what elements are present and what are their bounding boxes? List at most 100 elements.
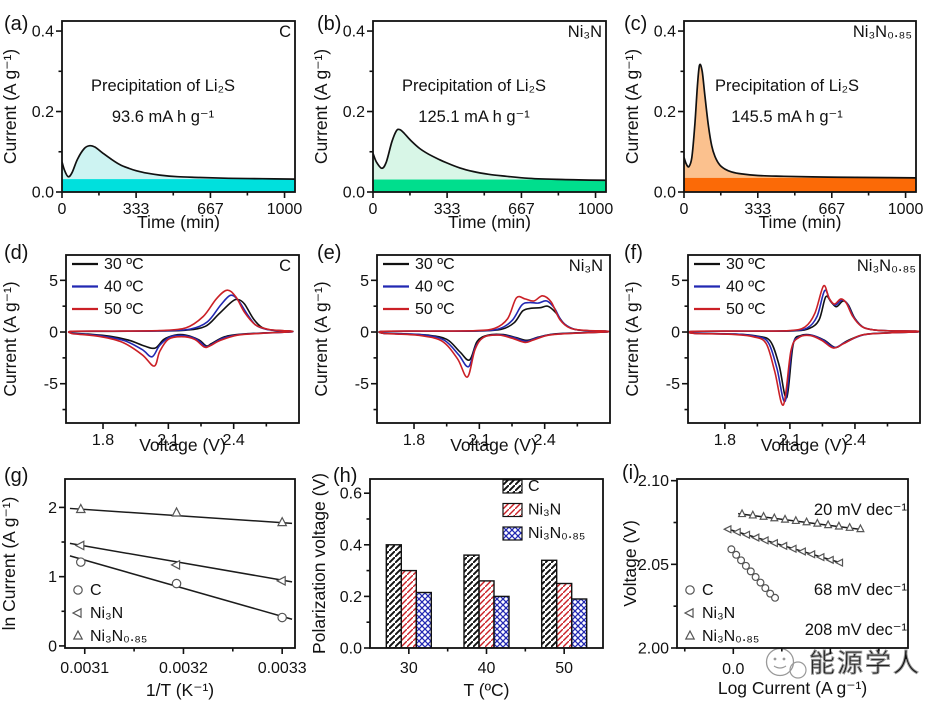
panel-letter-e: (e) [317,242,341,264]
panel-letter-a: (a) [4,13,28,35]
legend: 30 ºC 40 ºC 50 ºC [383,256,455,318]
y-tick-label: 0.4 [654,24,676,41]
tri-up-marker [276,516,288,527]
panel-f: 1.8 2.1 2.4 -5 0 5 Voltage (V) Current (A g⁻¹) (… [622,242,921,455]
y-tick-label: 0 [49,325,58,342]
y-axis-title: Current (A g⁻¹) [622,281,642,396]
tri-left-marker [732,527,741,537]
plot-frame [376,254,611,424]
y-tick-label: 5 [671,273,680,290]
x-tick-label: 0.0 [722,661,744,678]
x-tick-label: 0 [58,201,67,218]
plot-frame [676,478,909,649]
x-tick-label: 1000 [578,201,614,218]
tri-left-marker [797,547,806,556]
y-tick-label: 0.0 [343,185,365,202]
tri-left-marker [741,530,751,540]
y-axis-title: Current (A g⁻¹) [311,49,331,164]
y-tick-label: 0 [360,325,369,342]
legend-label: C [702,582,714,599]
x-axis-title: Voltage (V) [761,435,848,455]
annotation: 145.5 mA h g⁻¹ [731,108,843,126]
panel-letter-f: (f) [624,242,643,264]
y-tick-label: 0.4 [32,24,54,41]
annotation: Precipitation of Li₂S [91,77,235,95]
tri-up-marker [171,506,182,517]
tri-left-marker [170,559,181,571]
panel-e-series [378,295,610,378]
axis-ticks [56,30,286,198]
y-tick-label: 2.05 [638,557,669,574]
annotation: Precipitation of Li₂S [715,77,859,95]
panel-letter-c: (c) [624,13,647,35]
y-tick-label: -5 [44,376,58,393]
legend: 30 ºC 40 ºC 50 ºC [72,256,144,318]
legend: C Ni₃N Ni₃N₀.₈₅ [71,582,147,645]
bar-Ni3N085-50 [571,598,588,648]
tri-up-marker [759,511,768,520]
panel-g: 0.0031 0.0032 0.0033 0 1 2 1/T (K⁻¹) ln Current… [0,465,307,700]
panel-c: 0 333 667 1000 0.0 0.2 0.4 Time (min) Current (A… [622,13,923,232]
baseline-band [684,177,916,192]
legend-label: 30 ºC [415,256,455,273]
y-tick-label: 0.2 [343,104,365,121]
tri-left-marker [806,549,816,559]
x-tick-label: 40 [478,660,496,677]
legend-label: Ni₃N₀.₈₅ [528,525,585,542]
y-tick-label: 0.0 [32,185,54,202]
panel-g-series [69,503,293,623]
plot-frame [61,20,296,193]
circle-marker [727,545,736,554]
panel-letter-g: (g) [4,465,28,487]
x-tick-label: 1000 [267,201,303,218]
x-axis-title: T (ºC) [464,680,510,700]
legend: C Ni₃N Ni₃N₀.₈₅ [502,478,585,542]
tri-left-marker [683,607,694,619]
x-tick-label: 2.4 [534,432,556,449]
x-tick-label: 667 [508,201,535,218]
x-tick-label: 1.8 [92,432,114,449]
circle-marker [732,550,741,559]
y-axis-title: Current (A g⁻¹) [311,281,331,396]
tri-up-marker [845,522,855,531]
bar-Ni3N085-30 [415,591,433,648]
tri-left-marker [834,558,844,568]
bar-Ni3N-30 [400,569,418,648]
annotation: 125.1 mA h g⁻¹ [418,108,530,126]
axis-ticks [59,506,283,654]
plot-frame [65,254,300,424]
x-axis-title: Log Current (A g⁻¹) [718,678,867,698]
legend: 30 ºC 40 ºC 50 ºC [694,256,766,318]
tri-left-marker [815,552,825,562]
panel-letter-i: (i) [622,462,640,484]
circle-marker [756,578,765,587]
tri-left-marker [750,533,760,542]
x-tick-label: 333 [434,201,461,218]
bar-C-50 [540,559,558,648]
x-axis-title: Time (min) [448,212,531,232]
x-tick-label: 0 [369,201,378,218]
current-curve [684,63,916,179]
y-axis-title: Polarization voltage (V) [309,473,329,654]
y-tick-label: 0 [48,638,57,655]
y-axis-title: Current (A g⁻¹) [0,281,20,396]
panel-h-series [385,544,588,648]
x-axis-title: Time (min) [759,212,842,232]
plot-frame [683,20,917,193]
tri-up-marker [748,509,758,519]
y-tick-label: 5 [49,273,58,290]
x-tick-label: 2.4 [223,432,245,449]
y-tick-label: 0.4 [340,537,362,554]
tri-up-marker [791,515,801,525]
bar-Ni3N-50 [555,582,573,648]
panel-title-c: Ni₃N₀.₈₅ [853,23,912,41]
x-tick-label: 50 [555,660,573,677]
tri-up-marker [823,519,833,529]
tri-up-marker [812,518,822,527]
bar-Ni3N-40 [478,580,495,648]
panel-b: 0 333 667 1000 0.0 0.2 0.4 Time (min) Current (A… [311,13,614,232]
tri-left-marker [71,607,82,619]
y-tick-label: 0.6 [340,486,362,503]
bar-C-40 [463,554,480,648]
